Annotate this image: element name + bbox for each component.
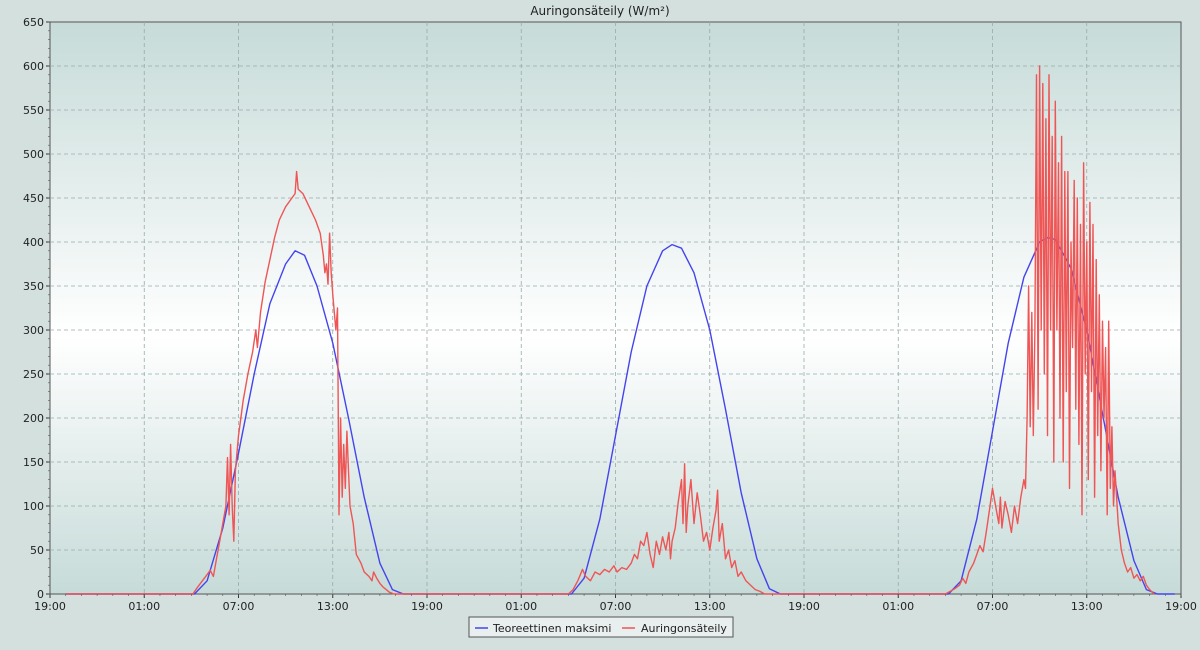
chart-title: Auringonsäteily (W/m²) xyxy=(530,4,669,18)
y-tick-label: 50 xyxy=(30,544,44,557)
x-tick-label: 07:00 xyxy=(223,600,255,613)
y-tick-label: 250 xyxy=(23,368,44,381)
x-tick-label: 13:00 xyxy=(317,600,349,613)
x-tick-label: 01:00 xyxy=(505,600,537,613)
y-tick-label: 200 xyxy=(23,412,44,425)
x-tick-label: 19:00 xyxy=(788,600,820,613)
y-tick-label: 500 xyxy=(23,148,44,161)
series-solar-radiation xyxy=(65,65,1155,595)
y-tick-label: 150 xyxy=(23,456,44,469)
grid xyxy=(50,22,1181,594)
axes: 0 50 100 150 200 250 300 350 400 450 500 550 600 650 1… xyxy=(23,16,1197,613)
y-tick-label: 600 xyxy=(23,60,44,73)
x-tick-label: 13:00 xyxy=(694,600,726,613)
y-tick-label: 100 xyxy=(23,500,44,513)
legend-label-theoretical-max: Teoreettinen maksimi xyxy=(492,622,611,635)
series-layer xyxy=(65,65,1175,595)
y-tick-label: 450 xyxy=(23,192,44,205)
x-tick-label: 13:00 xyxy=(1071,600,1103,613)
y-tick-label: 350 xyxy=(23,280,44,293)
x-tick-label: 01:00 xyxy=(882,600,914,613)
y-tick-label: 300 xyxy=(23,324,44,337)
y-tick-label: 0 xyxy=(37,588,44,601)
y-tick-label: 550 xyxy=(23,104,44,117)
x-tick-label: 19:00 xyxy=(34,600,66,613)
x-tick-label: 07:00 xyxy=(977,600,1009,613)
x-tick-label: 19:00 xyxy=(1165,600,1197,613)
y-tick-label: 400 xyxy=(23,236,44,249)
x-tick-label: 07:00 xyxy=(600,600,632,613)
legend: Teoreettinen maksimi Auringonsäteily xyxy=(468,616,734,638)
legend-box xyxy=(468,616,734,638)
x-tick-label: 19:00 xyxy=(411,600,443,613)
legend-label-solar-radiation: Auringonsäteily xyxy=(641,622,727,635)
y-tick-label: 650 xyxy=(23,16,44,29)
x-tick-label: 01:00 xyxy=(128,600,160,613)
